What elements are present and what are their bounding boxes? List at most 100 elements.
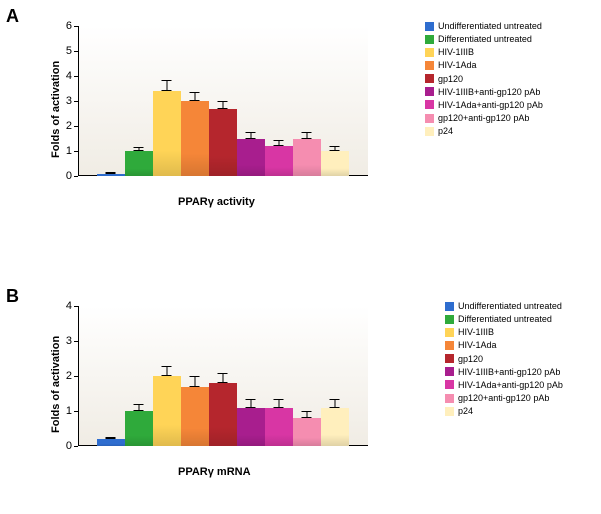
panel_b-legend-label-diff: Differentiated untreated [458,313,552,325]
panel_a-errorbar-gp120 [223,101,224,109]
panel_b-errorbar-hiv1iiib_ab [251,399,252,408]
panel_a-bar-hiv1iiib [153,91,181,176]
panel_a-errorbar-p24 [335,146,336,151]
panel_a-legend-label-diff: Differentiated untreated [438,33,532,45]
panel_a-legend-swatch-hiv1ada [425,61,434,70]
panel_a-legend-label-gp120_ab: gp120+anti-gp120 pAb [438,112,529,124]
panel_a-x-title: PPARγ activity [178,196,255,208]
panel_b-legend-label-hiv1iiib: HIV-1IIIB [458,326,494,338]
panel_b-y-axis-label: Folds of activation [50,336,62,433]
panel_b-y-tick-label: 0 [58,440,72,452]
panel_a-bar-hiv1ada [181,101,209,176]
panel_b-legend-item-hiv1iiib: HIV-1IIIB [445,326,563,338]
panel_a-legend-item-hiv1iiib_ab: HIV-1IIIB+anti-gp120 pAb [425,86,543,98]
panel_a-legend-item-gp120_ab: gp120+anti-gp120 pAb [425,112,543,124]
panel_a-legend-item-hiv1ada: HIV-1Ada [425,59,543,71]
panel_a-y-tick-mark [74,176,78,177]
panel_b-legend-swatch-gp120 [445,354,454,363]
panel_a-legend-item-gp120: gp120 [425,73,543,85]
panel_a-bar-gp120_ab [293,139,321,177]
panel_b-legend-item-hiv1iiib_ab: HIV-1IIIB+anti-gp120 pAb [445,366,563,378]
panel_a-errorbar-hiv1ada [195,92,196,101]
panel_b-legend-item-hiv1ada: HIV-1Ada [445,339,563,351]
panel_b-y-tick-mark [74,446,78,447]
panel_a-legend-label-hiv1iiib: HIV-1IIIB [438,46,474,58]
panel_b-legend-swatch-hiv1iiib [445,328,454,337]
panel_a-legend-swatch-hiv1ada_ab [425,100,434,109]
panel_b-legend-swatch-p24 [445,407,454,416]
panel_b-errorbar-hiv1ada_ab [279,399,280,408]
panel_b-legend-label-gp120_ab: gp120+anti-gp120 pAb [458,392,549,404]
panel_b-errorbar-p24 [335,399,336,408]
panel_a-legend-label-hiv1iiib_ab: HIV-1IIIB+anti-gp120 pAb [438,86,540,98]
panel_b-legend-swatch-hiv1ada [445,341,454,350]
panel_b-bar-hiv1iiib [153,376,181,446]
panel_b-legend-label-hiv1iiib_ab: HIV-1IIIB+anti-gp120 pAb [458,366,560,378]
panel_a-errorbar-undiff [111,172,112,173]
panel_b-legend-item-p24: p24 [445,405,563,417]
panel_a-legend-swatch-undiff [425,22,434,31]
panel_a-legend-label-hiv1ada_ab: HIV-1Ada+anti-gp120 pAb [438,99,543,111]
panel_a-legend-label-hiv1ada: HIV-1Ada [438,59,477,71]
panel_a-legend-label-p24: p24 [438,125,453,137]
panel_a-y-axis-label: Folds of activation [50,61,62,158]
panel_a-legend-item-p24: p24 [425,125,543,137]
panel_b-legend-label-undiff: Undifferentiated untreated [458,300,562,312]
panel_a-legend-label-gp120: gp120 [438,73,463,85]
panel_a-errorbar-hiv1iiib_ab [251,132,252,138]
chart-b: 01234Folds of activationPPARγ mRNAUndiff… [40,300,590,510]
panel_b-bar-undiff [97,439,125,446]
panel_a-legend-item-diff: Differentiated untreated [425,33,543,45]
panel_b-errorbar-diff [139,404,140,411]
panel_b-legend-label-gp120: gp120 [458,353,483,365]
panel_a-legend-swatch-diff [425,35,434,44]
panel_b-plot-area [78,306,368,446]
panel_b-bar-diff [125,411,153,446]
panel_b-legend-swatch-hiv1ada_ab [445,380,454,389]
panel_a-bar-hiv1ada_ab [265,146,293,176]
panel_a-y-tick-label: 5 [58,45,72,57]
panel_a-legend-item-hiv1iiib: HIV-1IIIB [425,46,543,58]
panel_a-legend: Undifferentiated untreatedDifferentiated… [425,20,543,138]
panel_b-y-tick-label: 4 [58,300,72,312]
panel_b-errorbar-gp120 [223,373,224,384]
panel_b-errorbar-hiv1iiib [167,366,168,377]
panel_a-legend-swatch-hiv1iiib [425,48,434,57]
panel_a-legend-item-undiff: Undifferentiated untreated [425,20,543,32]
panel_b-bar-hiv1ada_ab [265,408,293,447]
panel_b-errorbar-undiff [111,437,112,439]
panel_a-legend-swatch-gp120_ab [425,114,434,123]
panel_a-errorbar-hiv1ada_ab [279,140,280,146]
panel_a-plot-area [78,26,368,176]
panel_b-bars [78,306,368,446]
chart-a: 0123456Folds of activationPPARγ activity… [40,20,590,240]
panel_b-legend-swatch-undiff [445,302,454,311]
panel_a-legend-swatch-hiv1iiib_ab [425,87,434,96]
panel_a-bar-p24 [321,151,349,176]
panel_b-legend-label-hiv1ada_ab: HIV-1Ada+anti-gp120 pAb [458,379,563,391]
panel_b-legend-label-hiv1ada: HIV-1Ada [458,339,497,351]
panel_b-legend-label-p24: p24 [458,405,473,417]
panel_a-legend-label-undiff: Undifferentiated untreated [438,20,542,32]
panel_b-legend-swatch-diff [445,315,454,324]
panel_a-errorbar-hiv1iiib [167,80,168,91]
panel_b-legend-item-undiff: Undifferentiated untreated [445,300,563,312]
panel_a-legend-swatch-gp120 [425,74,434,83]
panel_b-x-title: PPARγ mRNA [178,466,251,478]
panel_b-legend: Undifferentiated untreatedDifferentiated… [445,300,563,418]
panel_a-errorbar-gp120_ab [307,132,308,138]
panel_b-legend-swatch-hiv1iiib_ab [445,367,454,376]
panel_a-legend-item-hiv1ada_ab: HIV-1Ada+anti-gp120 pAb [425,99,543,111]
panel_b-legend-item-diff: Differentiated untreated [445,313,563,325]
panel_a-bars [78,26,368,176]
panel_b-legend-item-hiv1ada_ab: HIV-1Ada+anti-gp120 pAb [445,379,563,391]
panel_b-bar-hiv1iiib_ab [237,408,265,447]
panel_b-errorbar-gp120_ab [307,411,308,418]
panel_a-y-tick-label: 0 [58,170,72,182]
panel_b-legend-item-gp120: gp120 [445,353,563,365]
panel_a-bar-gp120 [209,109,237,177]
panel_a-bar-undiff [97,174,125,177]
panel_b-legend-item-gp120_ab: gp120+anti-gp120 pAb [445,392,563,404]
panel_b-errorbar-hiv1ada [195,376,196,387]
panel_a-legend-swatch-p24 [425,127,434,136]
